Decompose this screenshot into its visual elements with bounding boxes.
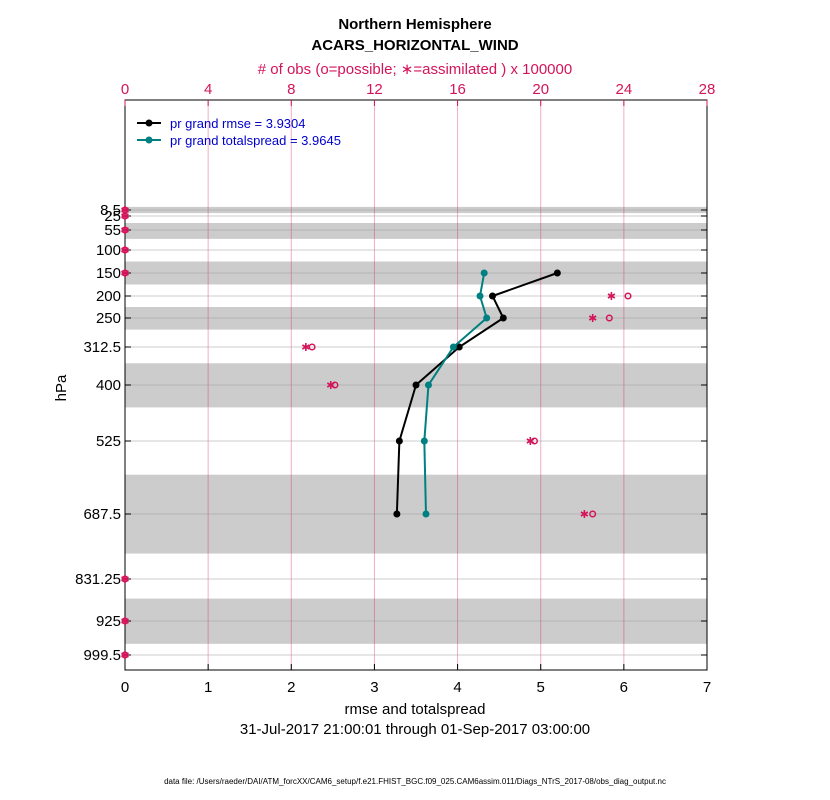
rmse-point	[412, 381, 420, 389]
obs-assimilated-marker	[121, 212, 129, 220]
y-tick-label: 925	[96, 613, 121, 630]
top-tick-label: 28	[699, 81, 716, 98]
obs-assimilated-marker	[326, 381, 335, 389]
x-tick-label: 6	[620, 679, 628, 696]
x-tick-label: 3	[370, 679, 378, 696]
axis-ticks: 0 1 2 3 4 5 6 70 4 8 12 16 20 24 288.52555100150200250…	[75, 81, 715, 696]
y-tick-label: 8.5	[100, 202, 121, 219]
top-tick-label: 24	[616, 81, 633, 98]
y-tick-label: 100	[96, 242, 121, 259]
obs-possible-marker	[605, 314, 613, 322]
y-tick-label: 525	[96, 433, 121, 450]
x-tick-label: 1	[204, 679, 212, 696]
y-tick-label: 831.25	[75, 571, 121, 588]
asterisk-stroke	[121, 652, 129, 658]
data-series	[393, 269, 561, 518]
x-tick-label: 5	[537, 679, 545, 696]
obs-possible-marker	[624, 292, 632, 300]
obs-possible-marker	[589, 510, 597, 518]
asterisk-stroke	[607, 293, 616, 299]
asterisk-stroke	[588, 315, 597, 321]
x-tick-label: 0	[121, 679, 129, 696]
asterisk-stroke	[121, 576, 129, 582]
x-tick-label: 4	[453, 679, 461, 696]
top-axis-label: # of obs (o=possible; ∗=assimilated ) x …	[258, 61, 572, 78]
rmse-point	[393, 510, 401, 518]
legend-rmse-label: pr grand rmse = 3.9304	[170, 116, 306, 131]
obs-assimilated-marker	[121, 575, 129, 583]
obs-assimilated-marker	[121, 226, 129, 234]
obs-assimilated-marker	[121, 246, 129, 254]
spread-point	[420, 437, 428, 445]
asterisk-stroke	[121, 227, 129, 233]
obs-assimilated-marker	[607, 292, 616, 300]
asterisk-stroke	[580, 511, 589, 517]
asterisk-stroke	[121, 213, 129, 219]
obs-assimilated-marker	[121, 617, 129, 625]
top-tick-label: 4	[204, 81, 212, 98]
top-tick-label: 0	[121, 81, 129, 98]
obs-markers	[121, 206, 632, 659]
top-tick-label: 8	[287, 81, 295, 98]
spread-point	[483, 314, 491, 322]
rmse-point	[499, 314, 507, 322]
y-tick-label: 999.5	[83, 647, 121, 664]
spread-point	[422, 510, 430, 518]
y-axis-label: hPa	[53, 374, 70, 401]
y-tick-label: 250	[96, 310, 121, 327]
obs-possible-marker	[308, 343, 316, 351]
asterisk-stroke	[121, 618, 129, 624]
spread-point	[424, 381, 432, 389]
y-tick-label: 687.5	[83, 506, 121, 523]
obs-assimilated-marker	[121, 269, 129, 277]
asterisk-stroke	[121, 270, 129, 276]
chart-subtitle: ACARS_HORIZONTAL_WIND	[311, 37, 518, 54]
data-file-footer: data file: /Users/raeder/DAI/ATM_forcXX/…	[164, 777, 666, 786]
x-axis-label: rmse and totalspread	[345, 701, 486, 718]
shaded-bands	[125, 206, 707, 644]
asterisk-stroke	[526, 438, 535, 444]
legend-spread-marker	[145, 136, 153, 144]
shaded-band	[125, 223, 707, 239]
asterisk-stroke	[121, 247, 129, 253]
asterisk-stroke	[121, 207, 129, 213]
rmse-point	[488, 292, 496, 300]
legend: pr grand rmse = 3.9304 pr grand totalspr…	[137, 116, 341, 148]
rmse-point	[455, 343, 463, 351]
obs-assimilated-marker	[588, 314, 597, 322]
spread-point	[449, 343, 457, 351]
obs-assimilated-marker	[301, 343, 310, 351]
rmse-point	[553, 269, 561, 277]
spread-point	[476, 292, 484, 300]
top-tick-label: 12	[366, 81, 383, 98]
x-tick-label: 7	[703, 679, 711, 696]
obs-assimilated-marker	[580, 510, 589, 518]
y-tick-label: 25	[104, 208, 121, 225]
legend-rmse-marker	[145, 119, 153, 127]
date-range: 31-Jul-2017 21:00:01 through 01-Sep-2017…	[240, 721, 590, 738]
y-tick-label: 150	[96, 265, 121, 282]
top-tick-label: 20	[532, 81, 549, 98]
obs-assimilated-marker	[526, 437, 535, 445]
y-tick-label: 400	[96, 377, 121, 394]
legend-spread-label: pr grand totalspread = 3.9645	[170, 133, 341, 148]
x-tick-label: 2	[287, 679, 295, 696]
y-tick-label: 55	[104, 222, 121, 239]
asterisk-stroke	[326, 382, 335, 388]
chart-title: Northern Hemisphere	[338, 16, 491, 33]
top-tick-label: 16	[449, 81, 466, 98]
y-tick-label: 200	[96, 288, 121, 305]
asterisk-stroke	[301, 344, 310, 350]
spread-point	[480, 269, 488, 277]
y-tick-label: 312.5	[83, 339, 121, 356]
obs-assimilated-marker	[121, 651, 129, 659]
rmse-point	[395, 437, 403, 445]
